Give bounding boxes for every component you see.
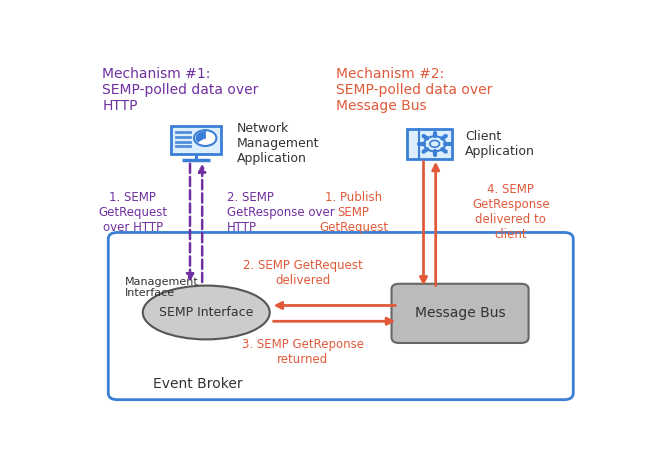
Text: Management
Interface: Management Interface — [125, 276, 198, 298]
Text: 3. SEMP GetReponse
returned: 3. SEMP GetReponse returned — [242, 337, 364, 366]
Text: 1. SEMP
GetRequest
over HTTP: 1. SEMP GetRequest over HTTP — [98, 191, 167, 233]
FancyBboxPatch shape — [392, 284, 529, 343]
Text: Mechanism #1:
SEMP-polled data over
HTTP: Mechanism #1: SEMP-polled data over HTTP — [102, 67, 259, 113]
Text: Event Broker: Event Broker — [153, 377, 242, 391]
Text: Network
Management
Application: Network Management Application — [236, 123, 319, 165]
Circle shape — [194, 130, 216, 146]
Text: 1. Publish
SEMP
GetRequest: 1. Publish SEMP GetRequest — [319, 191, 388, 233]
FancyBboxPatch shape — [407, 129, 452, 159]
Text: 4. SEMP
GetResponse
delivered to
client: 4. SEMP GetResponse delivered to client — [472, 183, 550, 241]
Wedge shape — [196, 131, 205, 143]
Text: Message Bus: Message Bus — [415, 306, 506, 320]
Text: 2. SEMP
GetResponse over
HTTP: 2. SEMP GetResponse over HTTP — [227, 191, 334, 233]
Ellipse shape — [143, 286, 270, 339]
FancyBboxPatch shape — [171, 126, 221, 154]
Text: Mechanism #2:
SEMP-polled data over
Message Bus: Mechanism #2: SEMP-polled data over Mess… — [335, 67, 492, 113]
Circle shape — [424, 136, 445, 151]
Text: 2. SEMP GetRequest
delivered: 2. SEMP GetRequest delivered — [243, 260, 363, 288]
Text: Client
Application: Client Application — [465, 130, 535, 158]
FancyBboxPatch shape — [108, 233, 573, 400]
Circle shape — [430, 140, 440, 147]
Text: SEMP Interface: SEMP Interface — [159, 306, 253, 319]
